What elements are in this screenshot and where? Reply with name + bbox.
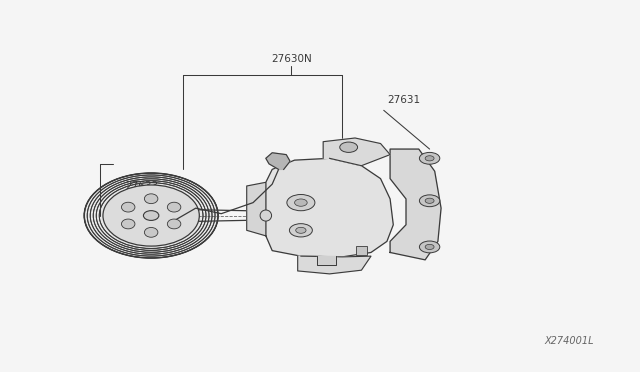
Circle shape xyxy=(296,227,306,233)
Ellipse shape xyxy=(84,173,218,258)
Circle shape xyxy=(340,142,358,153)
Circle shape xyxy=(419,153,440,164)
Text: 27633: 27633 xyxy=(125,181,159,191)
Ellipse shape xyxy=(145,194,158,203)
Ellipse shape xyxy=(143,211,159,221)
Ellipse shape xyxy=(103,185,199,246)
Polygon shape xyxy=(317,256,336,265)
Ellipse shape xyxy=(167,219,181,229)
Polygon shape xyxy=(266,158,394,257)
Polygon shape xyxy=(298,256,371,274)
Ellipse shape xyxy=(122,202,135,212)
Polygon shape xyxy=(246,182,266,236)
Ellipse shape xyxy=(145,227,158,237)
Ellipse shape xyxy=(122,219,135,229)
Circle shape xyxy=(425,156,434,161)
Circle shape xyxy=(294,199,307,206)
Ellipse shape xyxy=(167,202,181,212)
Text: 27631: 27631 xyxy=(387,95,420,105)
Text: 27630N: 27630N xyxy=(271,54,312,64)
Circle shape xyxy=(425,198,434,203)
Circle shape xyxy=(419,195,440,207)
Circle shape xyxy=(419,241,440,253)
Circle shape xyxy=(287,195,315,211)
Polygon shape xyxy=(323,138,390,166)
Text: X274001L: X274001L xyxy=(545,336,594,346)
Bar xyxy=(356,246,367,255)
Circle shape xyxy=(289,224,312,237)
Polygon shape xyxy=(266,153,290,169)
Ellipse shape xyxy=(260,210,271,221)
Polygon shape xyxy=(390,149,441,260)
Circle shape xyxy=(425,244,434,250)
